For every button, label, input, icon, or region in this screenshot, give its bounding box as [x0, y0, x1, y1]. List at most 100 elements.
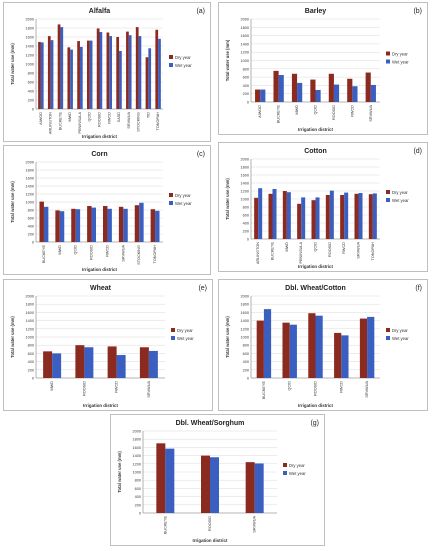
bar-roosid-dry: [87, 206, 92, 242]
bar-buckeye-dry: [39, 201, 44, 242]
chart-svg: Alfalfa (a) 0 200 400 600 800 1000 1200 1400 1600 1…: [3, 2, 211, 142]
chart-title: Wheat: [90, 285, 112, 292]
x-tick-label: MWD: [285, 242, 289, 252]
y-tick-label: 600: [28, 217, 34, 221]
y-tick-label: 1600: [241, 174, 249, 178]
y-tick-label: 800: [243, 344, 249, 348]
panel-corn: Corn (c) 0 200 400 600 800 1000 1200 1400 1600 1800…: [3, 145, 211, 275]
bar-roosid-dry: [96, 28, 100, 110]
y-tick-label: 200: [243, 92, 249, 96]
bar-aiwod-wet: [40, 42, 44, 109]
y-tick-label: 600: [243, 214, 249, 218]
panel-label: (g): [310, 420, 319, 427]
bar-stocking-wet: [138, 36, 142, 109]
y-tick-label: 1800: [133, 438, 141, 442]
x-tick-label: BUCKEYE: [42, 245, 46, 264]
bar-srvwua-dry: [118, 206, 124, 242]
y-tick-label: 600: [28, 81, 34, 85]
x-tick-label: SRVWUA: [369, 105, 373, 122]
x-tick-label: MWD: [50, 381, 54, 391]
x-axis-label: Irrigation district: [82, 267, 117, 272]
x-tick-label: QCID: [288, 381, 292, 391]
x-tick-label: SRVWUA: [253, 516, 257, 533]
bar-buckeye-dry: [273, 70, 279, 102]
bar-buckeye-wet: [263, 309, 272, 378]
y-tick-label: 1400: [26, 319, 34, 323]
x-tick-label: MWD: [68, 112, 72, 122]
chart-svg: Corn (c) 0 200 400 600 800 1000 1200 1400 1600 1800…: [3, 145, 211, 275]
y-tick-label: 1400: [241, 319, 249, 323]
x-tick-label: ROOSID: [98, 112, 102, 127]
x-tick-label: SRVWUA: [365, 381, 369, 398]
x-tick-label: BUCKEYE: [262, 381, 266, 400]
legend-label-wet: Wet year: [177, 336, 194, 341]
legend-label-dry: Dry year: [177, 328, 193, 333]
x-tick-label: SRVWUA: [127, 112, 131, 129]
legend-label-wet: Wet year: [392, 336, 409, 341]
bar-arlington-wet: [258, 188, 263, 239]
x-tick-label: BUCKEYE: [271, 242, 275, 261]
y-tick-label: 600: [28, 352, 34, 356]
bar-tid-wet: [148, 48, 152, 109]
y-tick-label: 1400: [241, 182, 249, 186]
x-tick-label: QCID: [74, 245, 78, 255]
bar-buckeye-wet: [272, 189, 277, 239]
y-tick-label: 1400: [26, 45, 34, 49]
legend-swatch-dry: [386, 51, 390, 56]
y-tick-label: 2000: [241, 295, 249, 299]
y-tick-label: 2000: [241, 18, 249, 22]
chart-title: Corn: [91, 151, 107, 158]
bar-mwd-wet: [297, 82, 303, 102]
y-tick-label: 200: [28, 233, 34, 237]
bar-qcid-dry: [86, 40, 90, 109]
bar-buckeye-wet: [43, 206, 49, 242]
y-tick-label: 200: [28, 368, 34, 372]
x-tick-label: SASD: [117, 112, 121, 123]
bar-arlington-dry: [254, 197, 259, 239]
bar-rwcd-wet: [341, 335, 349, 378]
x-tick-label: SRVWUA: [147, 381, 151, 398]
legend-swatch-dry: [386, 328, 390, 332]
bar-mwd-dry: [67, 47, 71, 109]
bar-buckeye-dry: [268, 193, 273, 239]
bar-srvwua-dry: [139, 347, 149, 378]
bar-rwcd-dry: [107, 346, 117, 378]
y-tick-label: 1600: [26, 36, 34, 40]
y-tick-label: 800: [28, 72, 34, 76]
chart-frame: [218, 2, 428, 135]
x-tick-label: ROOSID: [314, 381, 318, 396]
y-tick-label: 1200: [26, 54, 34, 58]
x-tick-label: PENINSULA: [299, 242, 303, 264]
x-tick-label: ROOSID: [332, 105, 336, 120]
bar-qcid-dry: [71, 208, 76, 242]
y-tick-label: 1000: [26, 201, 34, 205]
bar-mwd-dry: [43, 351, 53, 378]
x-tick-label: SRVWUA: [357, 242, 361, 259]
y-tick-label: 1800: [26, 27, 34, 31]
legend-swatch-wet: [386, 59, 390, 64]
bar-srvwua-wet: [367, 316, 375, 378]
x-tick-label: AIWOD: [258, 105, 262, 118]
x-tick-label: STOCKING: [137, 245, 141, 265]
bar-mwd-dry: [291, 73, 298, 102]
panel-label: (b): [413, 8, 422, 15]
bar-srvwua-dry: [354, 193, 359, 239]
x-tick-label: ARLINGTON: [49, 112, 53, 134]
y-tick-label: 1200: [133, 462, 141, 466]
x-tick-label: QCID: [314, 105, 318, 115]
y-tick-label: 200: [135, 503, 141, 507]
bar-qcid-wet: [315, 89, 321, 102]
bar-qcid-dry: [310, 79, 316, 102]
x-tick-label: RWCD: [115, 381, 119, 393]
chart-svg: Wheat (e) 0 200 400 600 800 1000 1200 1400 1600 180…: [3, 279, 213, 411]
chart-title: Barley: [305, 8, 327, 15]
bar-mwd-wet: [70, 49, 73, 109]
bar-roosid-wet: [99, 32, 103, 109]
legend-label-wet: Wet year: [392, 198, 409, 203]
y-tick-label: 800: [135, 479, 141, 483]
bar-mwd-wet: [59, 211, 65, 242]
bar-rwcd-dry: [102, 206, 108, 242]
bar-tonopah-dry: [150, 209, 156, 242]
legend-swatch-dry: [283, 463, 287, 467]
legend-label-wet: Wet year: [289, 471, 306, 476]
